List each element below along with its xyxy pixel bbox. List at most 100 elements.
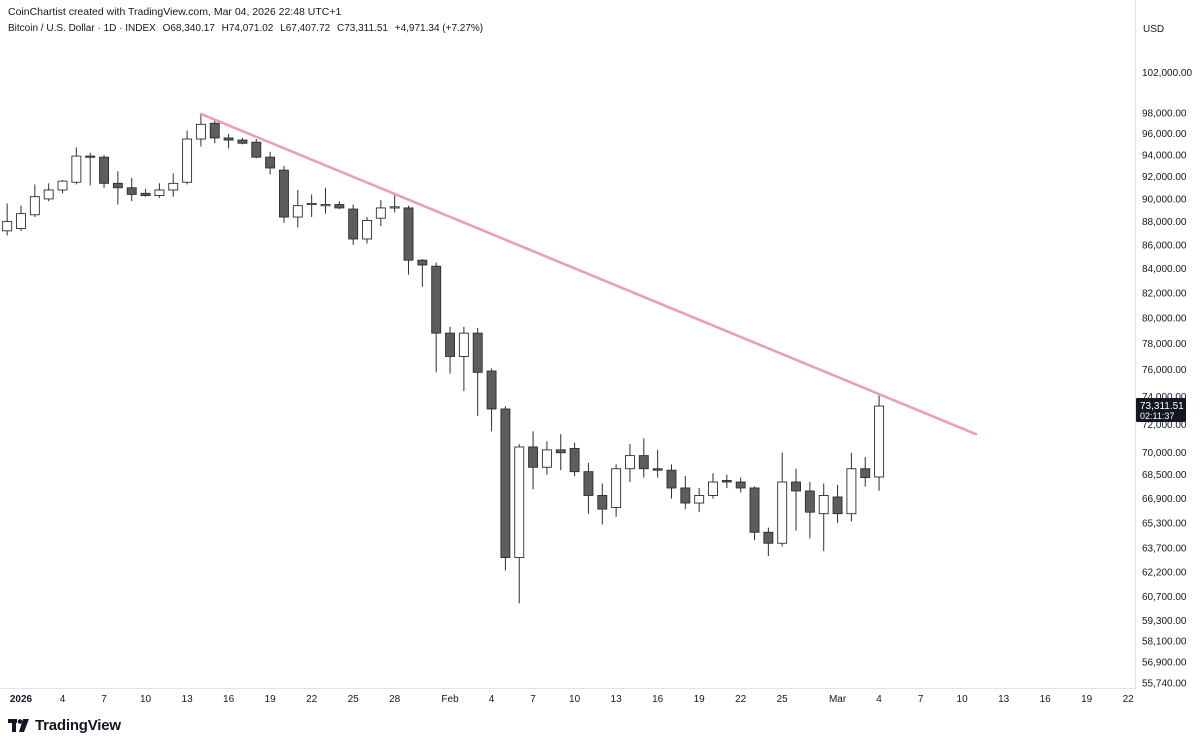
- candle[interactable]: [140, 188, 151, 197]
- candle[interactable]: [195, 113, 206, 147]
- candle-body-down: [666, 469, 677, 489]
- candle[interactable]: [832, 484, 843, 523]
- candle-body-up: [306, 202, 317, 206]
- candle[interactable]: [555, 434, 566, 471]
- candle[interactable]: [486, 368, 497, 432]
- candlestick-chart[interactable]: 102,000.00 98,000.00 96,000.00 94,000.00 92,…: [0, 0, 1200, 710]
- candle[interactable]: [209, 120, 220, 144]
- candle[interactable]: [472, 328, 483, 416]
- candle[interactable]: [362, 217, 372, 244]
- price-tick-label: 86,000.00: [1142, 240, 1187, 251]
- tradingview-logo-icon: [8, 718, 29, 732]
- candle[interactable]: [597, 483, 608, 525]
- candle-body-down: [279, 169, 289, 218]
- candle-body-up: [29, 196, 40, 216]
- candle[interactable]: [625, 444, 635, 483]
- candle[interactable]: [818, 483, 829, 552]
- candle[interactable]: [445, 326, 455, 374]
- tradingview-logo[interactable]: TradingView: [8, 717, 121, 734]
- candle[interactable]: [154, 183, 165, 198]
- candle[interactable]: [458, 326, 469, 392]
- candle[interactable]: [112, 171, 123, 205]
- candle[interactable]: [16, 205, 26, 231]
- candle[interactable]: [403, 205, 414, 275]
- candle[interactable]: [666, 464, 677, 499]
- currency-label[interactable]: USD: [1143, 24, 1165, 35]
- price-tick-label: 80,000.00: [1142, 313, 1187, 324]
- candle[interactable]: [265, 151, 276, 175]
- candle[interactable]: [29, 184, 40, 218]
- price-tick-label: 72,000.00: [1142, 420, 1187, 431]
- candle-body-up: [846, 468, 857, 515]
- candle[interactable]: [528, 431, 539, 490]
- candle[interactable]: [569, 442, 580, 477]
- candle[interactable]: [85, 152, 96, 186]
- candle[interactable]: [417, 259, 428, 287]
- candle[interactable]: [638, 438, 649, 478]
- candle[interactable]: [874, 395, 885, 491]
- candle[interactable]: [223, 133, 234, 149]
- candle[interactable]: [292, 189, 303, 228]
- candle-body-down: [334, 204, 345, 209]
- candle-body-up: [57, 180, 68, 191]
- candle-body-down: [763, 531, 774, 544]
- time-tick-label: 7: [918, 694, 924, 705]
- candle[interactable]: [583, 462, 594, 514]
- time-tick-label: 25: [777, 694, 789, 705]
- price-tick-label: 96,000.00: [1142, 129, 1187, 140]
- candle[interactable]: [237, 137, 248, 145]
- symbol-name[interactable]: Bitcoin / U.S. Dollar · 1D · INDEX: [8, 23, 156, 34]
- candle[interactable]: [71, 147, 82, 185]
- candle[interactable]: [791, 468, 801, 531]
- candle[interactable]: [763, 527, 774, 556]
- candle[interactable]: [514, 444, 525, 604]
- candle-body-down: [431, 265, 442, 334]
- candle[interactable]: [43, 183, 54, 202]
- candle[interactable]: [804, 482, 815, 539]
- time-tick-label: 22: [306, 694, 318, 705]
- candle[interactable]: [680, 476, 691, 510]
- candle[interactable]: [846, 452, 857, 522]
- candle[interactable]: [57, 180, 68, 194]
- price-axis[interactable]: [1135, 0, 1200, 690]
- candle-body-down: [223, 137, 234, 141]
- candle-body-down: [486, 370, 497, 410]
- candle[interactable]: [749, 486, 760, 541]
- candle[interactable]: [860, 457, 871, 487]
- candle-body-up: [611, 468, 622, 509]
- candle[interactable]: [99, 155, 109, 188]
- candle-body-down: [265, 156, 276, 169]
- candle[interactable]: [431, 262, 442, 373]
- candle[interactable]: [721, 474, 732, 488]
- candle[interactable]: [500, 406, 511, 571]
- candle[interactable]: [611, 464, 622, 517]
- candle-body-up: [874, 405, 885, 478]
- resistance-trendline[interactable]: [199, 112, 978, 436]
- candle[interactable]: [306, 194, 317, 218]
- candle[interactable]: [708, 473, 718, 499]
- candle[interactable]: [348, 204, 359, 245]
- candle[interactable]: [182, 130, 193, 185]
- candle[interactable]: [279, 165, 289, 223]
- price-tick-label: 59,300.00: [1142, 616, 1187, 627]
- candle[interactable]: [652, 449, 663, 478]
- candle-body-up: [362, 220, 372, 240]
- candle[interactable]: [735, 477, 746, 493]
- candle[interactable]: [251, 139, 262, 159]
- candle[interactable]: [541, 441, 552, 475]
- candle-body-down: [749, 487, 760, 533]
- time-tick-label: Mar: [829, 694, 847, 705]
- candle[interactable]: [334, 201, 345, 210]
- candle[interactable]: [2, 203, 13, 236]
- candle[interactable]: [694, 487, 705, 513]
- candle-body-up: [625, 455, 635, 470]
- candle[interactable]: [375, 200, 386, 227]
- candle-body-down: [791, 481, 801, 492]
- time-axis-line: [0, 688, 1135, 689]
- candle-body-up: [777, 481, 788, 544]
- candle[interactable]: [126, 177, 137, 202]
- candle[interactable]: [389, 194, 400, 213]
- candle[interactable]: [168, 173, 179, 197]
- candle[interactable]: [777, 452, 788, 547]
- candle[interactable]: [320, 187, 331, 214]
